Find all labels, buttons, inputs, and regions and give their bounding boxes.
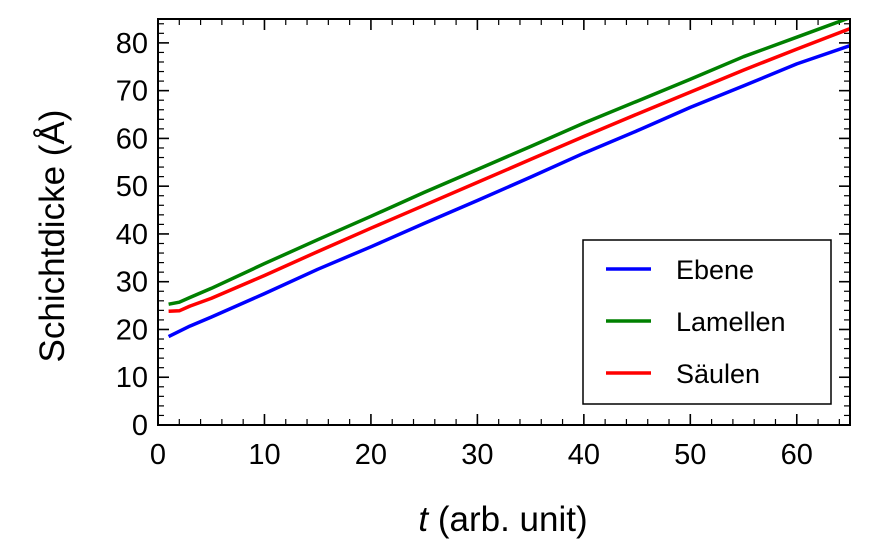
series-line-lamellen: [168, 19, 850, 306]
x-tick-label: 10: [248, 439, 280, 471]
series-line-säulen: [168, 26, 850, 314]
series-line-ebene: [167, 44, 850, 339]
legend: Ebene Lamellen Säulen: [582, 239, 832, 405]
y-tick-label: 80: [116, 28, 148, 60]
x-tick-label: 30: [461, 439, 493, 471]
x-tick-label: 20: [355, 439, 387, 471]
y-tick-label: 60: [116, 123, 148, 155]
legend-label-lamellen: Lamellen: [676, 307, 786, 337]
legend-label-ebene: Ebene: [676, 255, 754, 285]
y-tick-label: 70: [116, 76, 148, 108]
y-tick-label: 10: [116, 362, 148, 394]
x-axis-variable: t: [418, 500, 429, 539]
y-tick-label: 50: [116, 171, 148, 203]
y-tick-label: 40: [116, 219, 148, 251]
y-tick-label: 20: [116, 314, 148, 346]
x-tick-label: 60: [781, 439, 813, 471]
x-tick-label: 0: [150, 439, 166, 471]
tick-labels: 0 10 20 30 40 50 60 0 10 20 30 40 50 60 70 80: [116, 28, 813, 471]
plot-frame: [157, 18, 851, 426]
x-axis-unit: (arb. unit): [428, 500, 588, 539]
x-axis-label: t (arb. unit): [418, 500, 587, 539]
y-tick-label: 30: [116, 267, 148, 299]
x-tick-label: 50: [674, 439, 706, 471]
y-axis-label: Schichtdicke (Å): [33, 110, 72, 363]
series-lines: [167, 19, 850, 339]
legend-label-saeulen: Säulen: [676, 359, 760, 389]
x-tick-label: 40: [568, 439, 600, 471]
y-tick-label: 0: [132, 410, 148, 442]
